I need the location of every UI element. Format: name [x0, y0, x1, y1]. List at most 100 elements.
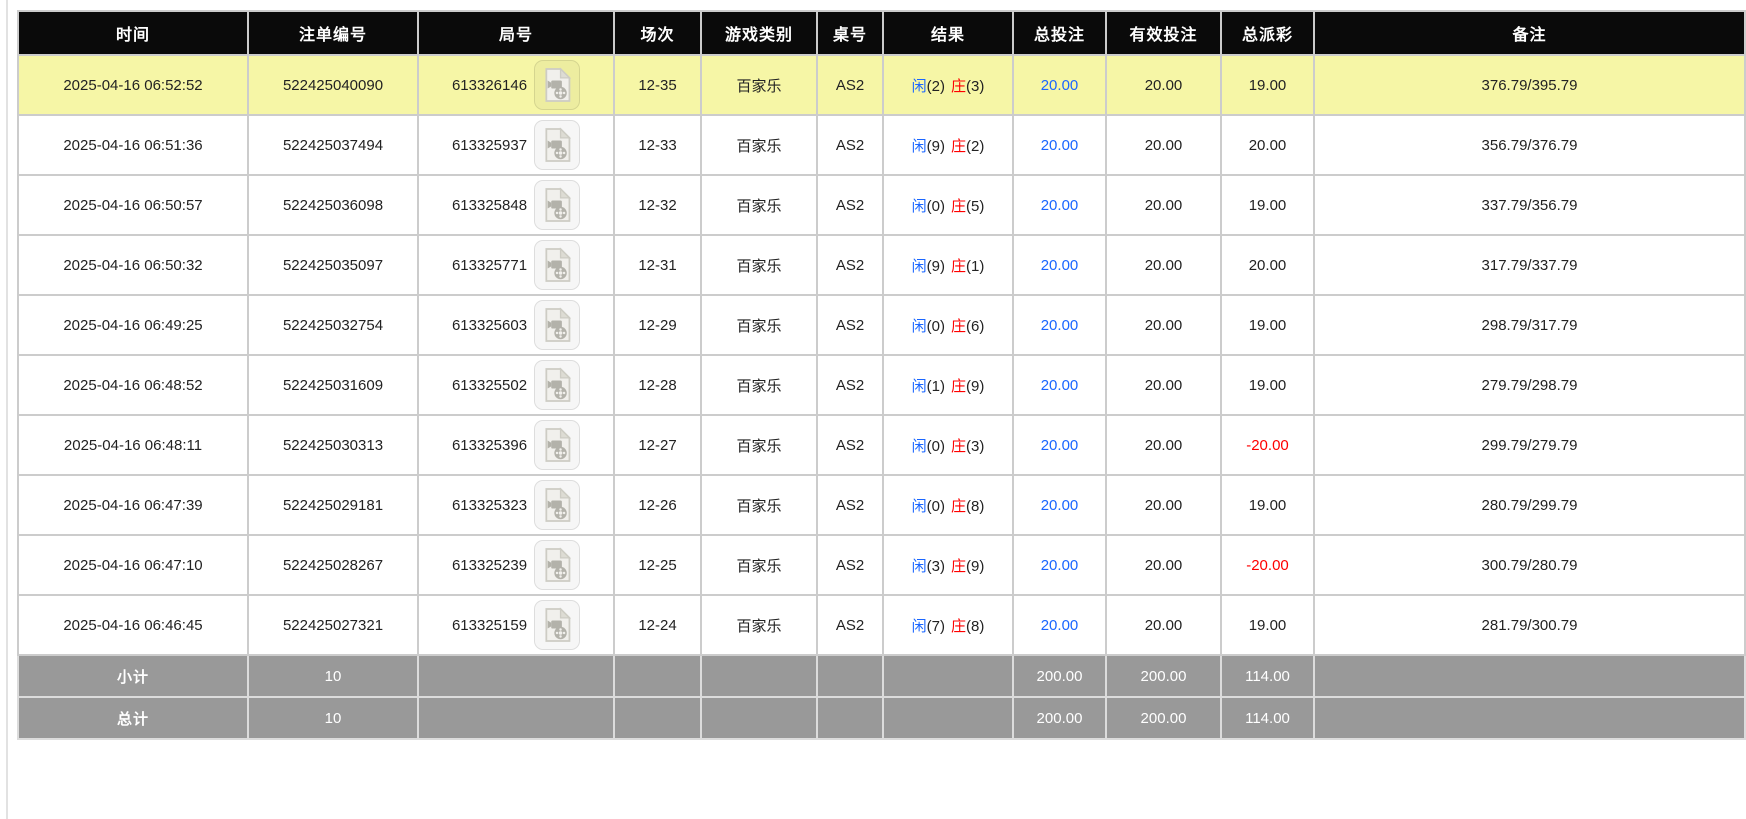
total-bet-cell: 20.00 — [1012, 414, 1107, 476]
subtotal-empty-round — [417, 654, 615, 698]
header-row: 时间 注单编号 局号 场次 游戏类别 桌号 结果 总投注 有效投注 总派彩 备注 — [17, 10, 1746, 56]
total-payout-cell: -20.00 — [1220, 414, 1315, 476]
game-type-cell: 百家乐 — [700, 354, 818, 416]
result-banker-score: (2) — [966, 137, 985, 155]
grand-total-empty-remark — [1313, 696, 1746, 740]
valid-bet-cell: 20.00 — [1105, 114, 1222, 176]
result-player-label: 闲 — [911, 377, 927, 395]
session-cell: 12-27 — [613, 414, 702, 476]
time-cell: 2025-04-16 06:52:52 — [17, 54, 249, 116]
grand-total-valid-bet: 200.00 — [1105, 696, 1222, 740]
bet-id-cell: 522425036098 — [247, 174, 419, 236]
bet-id-cell: 522425027321 — [247, 594, 419, 656]
column-header-remark: 备注 — [1313, 10, 1746, 56]
round-cell: 613325603 — [417, 294, 615, 356]
bet-id-cell: 522425030313 — [247, 414, 419, 476]
total-payout-cell: 19.00 — [1220, 474, 1315, 536]
result-cell: 闲(9) 庄(1) — [882, 234, 1014, 296]
betting-records-table: 时间 注单编号 局号 场次 游戏类别 桌号 结果 总投注 有效投注 总派彩 备注 2025-04-1… — [17, 10, 1746, 740]
valid-bet-cell: 20.00 — [1105, 294, 1222, 356]
round-id: 613325937 — [451, 136, 528, 154]
subtotal-label: 小计 — [17, 654, 249, 698]
video-replay-button[interactable] — [534, 240, 581, 290]
table-row[interactable]: 2025-04-16 06:47:39 522425029181 6133253… — [17, 474, 1746, 536]
result-player-label: 闲 — [911, 197, 927, 215]
video-replay-button[interactable] — [534, 300, 581, 350]
session-cell: 12-35 — [613, 54, 702, 116]
total-bet-cell: 20.00 — [1012, 54, 1107, 116]
round-cell: 613325396 — [417, 414, 615, 476]
valid-bet-cell: 20.00 — [1105, 234, 1222, 296]
video-replay-button[interactable] — [534, 480, 581, 530]
video-replay-icon — [541, 127, 573, 163]
result-cell: 闲(0) 庄(6) — [882, 294, 1014, 356]
round-cell: 613325502 — [417, 354, 615, 416]
game-type-cell: 百家乐 — [700, 414, 818, 476]
time-cell: 2025-04-16 06:48:52 — [17, 354, 249, 416]
table-row[interactable]: 2025-04-16 06:48:11 522425030313 6133253… — [17, 414, 1746, 476]
table-no-cell: AS2 — [816, 294, 884, 356]
result-player-score: (3) — [926, 557, 945, 575]
result-cell: 闲(0) 庄(5) — [882, 174, 1014, 236]
video-replay-button[interactable] — [534, 180, 581, 230]
result-player-label: 闲 — [911, 497, 927, 515]
valid-bet-cell: 20.00 — [1105, 534, 1222, 596]
table-no-cell: AS2 — [816, 354, 884, 416]
result-cell: 闲(0) 庄(3) — [882, 414, 1014, 476]
result-banker-score: (6) — [966, 317, 985, 335]
subtotal-empty-table — [816, 654, 884, 698]
grand-total-empty-round — [417, 696, 615, 740]
result-banker-label: 庄 — [951, 257, 967, 275]
table-row[interactable]: 2025-04-16 06:48:52 522425031609 6133255… — [17, 354, 1746, 416]
video-replay-button[interactable] — [534, 600, 581, 650]
time-cell: 2025-04-16 06:48:11 — [17, 414, 249, 476]
remark-cell: 317.79/337.79 — [1313, 234, 1746, 296]
table-row[interactable]: 2025-04-16 06:49:25 522425032754 6133256… — [17, 294, 1746, 356]
table-row[interactable]: 2025-04-16 06:50:32 522425035097 6133257… — [17, 234, 1746, 296]
result-player-score: (0) — [926, 437, 945, 455]
result-cell: 闲(2) 庄(3) — [882, 54, 1014, 116]
round-id: 613325396 — [451, 436, 528, 454]
table-footer: 小计 10 200.00 200.00 114.00 总计 10 — [17, 654, 1746, 740]
video-replay-button[interactable] — [534, 540, 581, 590]
subtotal-total-payout: 114.00 — [1220, 654, 1315, 698]
table-row[interactable]: 2025-04-16 06:50:57 522425036098 6133258… — [17, 174, 1746, 236]
result-banker-label: 庄 — [951, 77, 967, 95]
video-replay-button[interactable] — [534, 420, 581, 470]
remark-cell: 280.79/299.79 — [1313, 474, 1746, 536]
column-header-result: 结果 — [882, 10, 1014, 56]
bet-id-cell: 522425040090 — [247, 54, 419, 116]
video-replay-button[interactable] — [534, 360, 581, 410]
round-cell: 613325937 — [417, 114, 615, 176]
grand-total-empty-result — [882, 696, 1014, 740]
table-no-cell: AS2 — [816, 534, 884, 596]
bet-id-cell: 522425032754 — [247, 294, 419, 356]
table-row[interactable]: 2025-04-16 06:52:52 522425040090 6133261… — [17, 54, 1746, 116]
remark-cell: 337.79/356.79 — [1313, 174, 1746, 236]
result-banker-label: 庄 — [951, 377, 967, 395]
table-row[interactable]: 2025-04-16 06:47:10 522425028267 6133252… — [17, 534, 1746, 596]
video-replay-button[interactable] — [534, 60, 581, 110]
result-banker-score: (1) — [966, 257, 985, 275]
table-row[interactable]: 2025-04-16 06:46:45 522425027321 6133251… — [17, 594, 1746, 656]
result-banker-label: 庄 — [951, 557, 967, 575]
round-id: 613325771 — [451, 256, 528, 274]
game-type-cell: 百家乐 — [700, 474, 818, 536]
grand-total-empty-game — [700, 696, 818, 740]
total-payout-cell: 19.00 — [1220, 294, 1315, 356]
table-row[interactable]: 2025-04-16 06:51:36 522425037494 6133259… — [17, 114, 1746, 176]
round-cell: 613325771 — [417, 234, 615, 296]
result-player-score: (9) — [926, 137, 945, 155]
result-player-label: 闲 — [911, 437, 927, 455]
video-replay-button[interactable] — [534, 120, 581, 170]
round-id: 613325603 — [451, 316, 528, 334]
result-player-label: 闲 — [911, 137, 927, 155]
result-banker-label: 庄 — [951, 137, 967, 155]
game-type-cell: 百家乐 — [700, 54, 818, 116]
result-player-score: (0) — [926, 497, 945, 515]
subtotal-empty-session — [613, 654, 702, 698]
round-id: 613325848 — [451, 196, 528, 214]
table-body: 2025-04-16 06:52:52 522425040090 6133261… — [17, 54, 1746, 656]
bet-id-cell: 522425029181 — [247, 474, 419, 536]
valid-bet-cell: 20.00 — [1105, 174, 1222, 236]
